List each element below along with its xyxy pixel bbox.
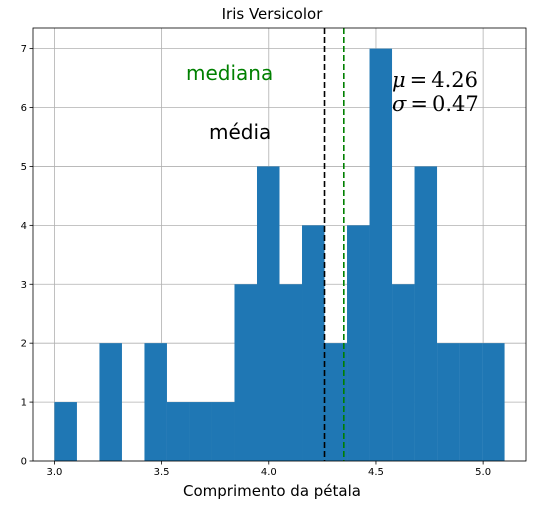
histogram-bar <box>324 343 348 461</box>
histogram-bar <box>256 166 280 461</box>
x-tick-label: 3.0 <box>46 467 62 478</box>
histogram-bar <box>189 402 212 461</box>
mu-symbol: μ <box>392 68 406 92</box>
y-tick-label: 0 <box>21 457 27 468</box>
x-tick-label: 3.5 <box>154 467 170 478</box>
sigma-symbol: σ <box>392 92 407 116</box>
histogram-bar <box>211 402 235 461</box>
x-tick-label: 5.0 <box>475 467 491 478</box>
histogram-bar <box>302 225 325 461</box>
mediana-annotation: mediana <box>186 61 273 85</box>
histogram-bar <box>482 343 505 461</box>
histogram-bar <box>54 402 77 461</box>
plot-frame <box>32 27 527 462</box>
ticks-layer: 3.0 3.5 4.0 4.5 5.0 0 1 2 3 4 5 6 7 <box>21 44 491 478</box>
x-tick-label: 4.0 <box>261 467 277 478</box>
x-tick-label: 4.5 <box>368 467 384 478</box>
chart-title: Iris Versicolor <box>222 5 324 23</box>
histogram-bar <box>166 402 190 461</box>
y-tick-label: 3 <box>21 280 27 291</box>
y-tick-label: 4 <box>21 221 27 232</box>
histogram-bar <box>279 284 303 461</box>
histogram-bar <box>347 225 370 461</box>
reference-lines-layer <box>323 28 345 461</box>
y-tick-label: 5 <box>21 162 27 173</box>
mu-value: 4.26 <box>431 68 478 92</box>
sigma-equals: = <box>410 92 428 116</box>
std-stat: σ = 0.47 <box>392 92 479 116</box>
mu-equals: = <box>410 68 428 92</box>
y-tick-label: 7 <box>21 44 27 55</box>
histogram-bar <box>234 284 257 461</box>
y-tick-label: 6 <box>21 103 27 114</box>
y-tick-label: 1 <box>21 398 27 409</box>
histogram-bar <box>437 343 460 461</box>
mean-stat: μ = 4.26 <box>392 68 478 92</box>
media-annotation: média <box>209 120 271 144</box>
histogram-bar <box>392 284 415 461</box>
histogram-bar <box>144 343 167 461</box>
histogram-bar <box>414 166 438 461</box>
x-axis-label: Comprimento da pétala <box>183 482 361 500</box>
histogram-bar <box>459 343 483 461</box>
sigma-value: 0.47 <box>432 92 479 116</box>
histogram-bar <box>99 343 122 461</box>
histogram-bar <box>369 48 393 461</box>
y-tick-label: 2 <box>21 339 27 350</box>
bars-layer <box>54 48 505 461</box>
